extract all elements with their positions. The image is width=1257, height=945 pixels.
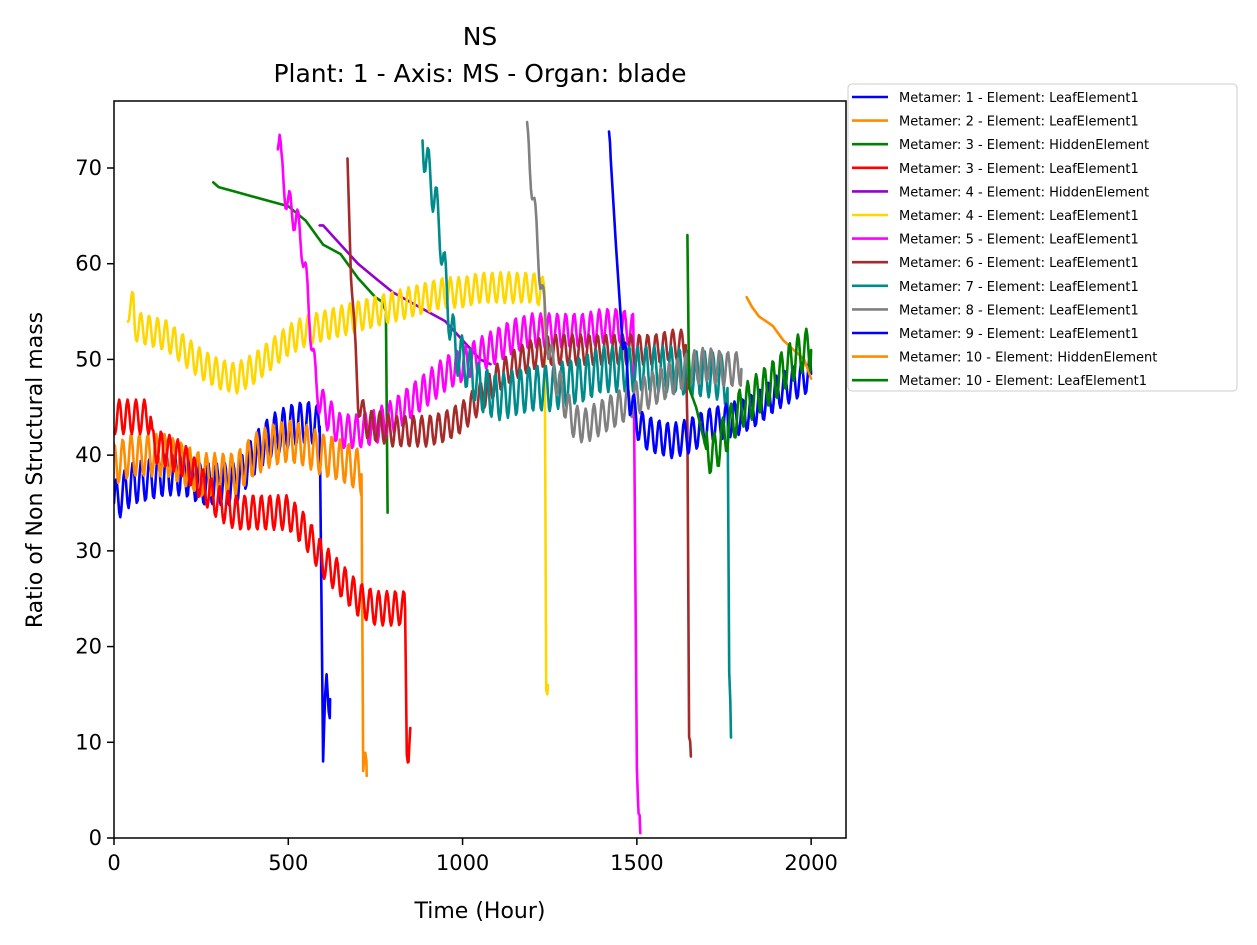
- legend-label-11: Metamer: 9 - Element: LeafElement1: [899, 327, 1139, 342]
- legend-label-5: Metamer: 4 - Element: HiddenElement: [899, 185, 1149, 200]
- legend-frame: [847, 83, 1238, 392]
- series-line-9: [421, 139, 733, 739]
- legend-label-6: Metamer: 4 - Element: LeafElement1: [899, 209, 1139, 224]
- y-tick-label: 50: [75, 347, 102, 371]
- x-axis-label: Time (Hour): [414, 899, 546, 924]
- x-tick-label: 500: [268, 851, 308, 875]
- series-line-13: [686, 233, 813, 475]
- x-tick-label: 1500: [610, 851, 663, 875]
- y-tick-label: 60: [75, 252, 102, 276]
- series-line-6: [126, 271, 550, 696]
- legend-label-4: Metamer: 3 - Element: LeafElement1: [899, 162, 1139, 177]
- y-tick-label: 70: [75, 156, 102, 180]
- legend-label-7: Metamer: 5 - Element: LeafElement1: [899, 233, 1139, 248]
- legend: Metamer: 1 - Element: LeafElement1 Metame…: [847, 83, 1238, 392]
- chart-title: NS: [463, 22, 498, 51]
- legend-label-13: Metamer: 10 - Element: LeafElement1: [899, 374, 1147, 389]
- series-line-8: [346, 157, 693, 758]
- y-tick-label: 40: [75, 443, 102, 467]
- legend-label-1: Metamer: 1 - Element: LeafElement1: [899, 91, 1139, 106]
- x-tick-label: 2000: [784, 851, 837, 875]
- legend-label-8: Metamer: 6 - Element: LeafElement1: [899, 256, 1139, 271]
- y-tick-label: 30: [75, 539, 102, 563]
- y-axis-label: Ratio of Non Structural mass: [23, 312, 48, 628]
- y-tick-label: 10: [75, 730, 102, 754]
- series-group: [114, 120, 813, 835]
- y-tick-label: 20: [75, 635, 102, 659]
- y-axis-ticks: 0 10 20 30 40 50 60 70: [75, 156, 114, 850]
- legend-label-9: Metamer: 7 - Element: LeafElement1: [899, 280, 1139, 295]
- series-line-7: [276, 133, 642, 835]
- plot-frame: [113, 100, 847, 839]
- x-tick-label: 0: [107, 851, 120, 875]
- y-tick-label: 0: [89, 826, 102, 850]
- legend-label-12: Metamer: 10 - Element: HiddenElement: [899, 351, 1157, 366]
- x-tick-label: 1000: [436, 851, 489, 875]
- legend-label-3: Metamer: 3 - Element: HiddenElement: [899, 138, 1149, 153]
- series-line-2: [114, 419, 368, 778]
- legend-label-10: Metamer: 8 - Element: LeafElement1: [899, 303, 1139, 318]
- x-axis-ticks: 0 500 1000 1500 2000: [107, 838, 838, 875]
- legend-label-2: Metamer: 2 - Element: LeafElement1: [899, 115, 1139, 130]
- series-line-4: [114, 398, 412, 764]
- chart-subtitle: Plant: 1 - Axis: MS - Organ: blade: [273, 59, 686, 88]
